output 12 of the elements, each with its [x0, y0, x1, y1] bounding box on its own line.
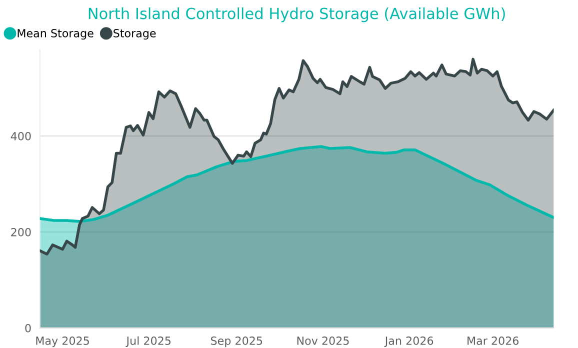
y-tick-label: 0 — [25, 324, 31, 332]
y-tick-label: 400 — [10, 132, 31, 140]
chart-title: North Island Controlled Hydro Storage (Available GWh) — [88, 7, 505, 22]
x-tick-label: Mar 2026 — [468, 336, 519, 345]
x-tick-label: Jan 2026 — [384, 336, 434, 347]
y-tick-label: 200 — [11, 228, 31, 236]
legend-label: Mean Storage — [18, 29, 94, 40]
x-tick-label: Nov 2025 — [297, 336, 349, 345]
x-tick-label: Jul 2025 — [126, 336, 171, 347]
legend-label: Storage — [114, 29, 156, 40]
x-tick-label: Sep 2025 — [211, 336, 262, 348]
x-tick-label: May 2025 — [36, 336, 89, 348]
